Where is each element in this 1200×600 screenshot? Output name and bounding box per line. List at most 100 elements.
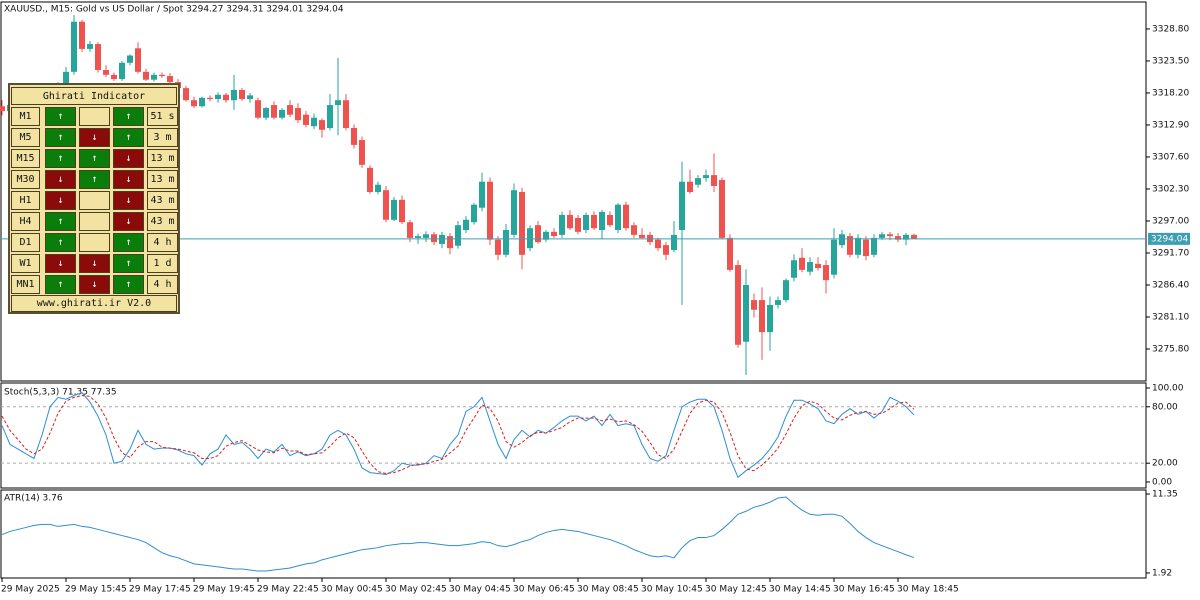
y-tick-label: 1.92 [1152,568,1172,578]
candle-body [127,55,133,63]
candle-body [103,70,109,75]
x-tick-label: 29 May 22:45 [257,585,319,595]
candle-body [159,74,165,77]
candle-body [879,234,885,238]
time-left: 13 m [147,170,178,189]
trend-arrow: ↓ [45,254,76,273]
candle-body [687,181,693,192]
candle-body [775,300,781,305]
candle-body [431,234,437,243]
candle-body [471,204,477,223]
y-tick-label: 0.00 [1152,477,1172,487]
candle-body [583,214,589,231]
candle-body [559,214,565,235]
x-tick-label: 30 May 00:45 [321,585,383,595]
candle-body [791,260,797,278]
atr-frame [0,489,1147,579]
time-left: 43 m [147,212,178,231]
candle-body [831,239,837,275]
candle-body [311,117,317,127]
candle-body [279,109,285,118]
candle-body [199,97,205,107]
x-tick-label: 30 May 18:45 [897,585,959,595]
candle-body [495,239,501,255]
time-left: 43 m [147,191,178,210]
candle-body [911,234,917,239]
candle-body [231,89,237,101]
panel-title: Ghirati Indicator [11,87,177,105]
y-tick-label: 3291.70 [1152,248,1189,258]
candle-body [327,105,333,128]
timeframe-label: M1 [11,107,40,126]
indicator-line [1,392,915,479]
trend-arrow: ↓ [113,212,144,231]
candle-body [367,167,373,192]
candle-body [295,108,301,121]
candle-body [343,100,349,128]
candle-body [847,236,853,255]
candle-body [671,234,677,250]
candle-body [615,204,621,231]
y-tick-label: 3328.80 [1152,24,1189,34]
trend-arrow: ↑ [113,233,144,252]
candle-body [711,175,717,186]
candle-body [543,231,549,240]
candle-body [767,304,773,333]
candle-body [255,100,261,118]
x-tick-label: 30 May 10:45 [641,585,703,595]
y-tick-label: 3307.60 [1152,152,1189,162]
trend-arrow: ↑ [45,149,76,168]
x-tick-label: 29 May 19:45 [193,585,255,595]
candle-body [623,204,629,229]
candle-body [551,231,557,237]
empty-cell [79,107,110,126]
candle-body [487,181,493,240]
candle-body [415,236,421,238]
candle-body [375,184,381,192]
candle-body [503,230,509,255]
candle-body [839,234,845,246]
trend-arrow: ↓ [45,191,76,210]
candle-body [215,94,221,100]
empty-cell [79,191,110,210]
atr-title: ATR(14) 3.76 [4,494,63,504]
candle-body [527,228,533,249]
candle-body [751,300,757,310]
candle-body [743,284,749,342]
x-tick-label: 30 May 16:45 [833,585,895,595]
candle-body [263,108,269,118]
candle-body [519,192,525,255]
y-tick-label: 80.00 [1152,402,1178,412]
candle-body [679,181,685,231]
candle-body [191,100,197,107]
candle-body [439,234,445,244]
indicator-line [1,496,915,572]
candle-body [303,114,309,125]
candle-body [239,89,245,100]
y-tick-label: 3286.40 [1152,280,1189,290]
timeframe-label: M15 [11,149,40,168]
trend-arrow: ↓ [113,170,144,189]
time-left: 13 m [147,149,178,168]
candle-body [351,127,357,145]
trend-arrow: ↑ [45,107,76,126]
candle-body [287,105,293,115]
x-tick-label: 30 May 08:45 [577,585,639,595]
trend-arrow: ↑ [79,149,110,168]
trend-arrow: ↓ [79,128,110,147]
time-left: 51 s [147,107,178,126]
candle-body [735,265,741,345]
time-left: 4 h [147,233,178,252]
trend-arrow: ↑ [45,233,76,252]
trend-arrow: ↑ [113,107,144,126]
x-tick-label: 30 May 06:45 [513,585,575,595]
y-tick-label: 20.00 [1152,459,1178,469]
stoch-title: Stoch(5,3,3) 71.35 77.35 [4,388,117,398]
candle-body [319,120,325,130]
candle-body [807,262,813,272]
trend-arrow: ↑ [79,170,110,189]
candle-body [247,95,253,100]
trend-arrow: ↑ [45,212,76,231]
y-tick-label: 100.00 [1152,383,1184,393]
time-left: 1 d [147,254,178,273]
